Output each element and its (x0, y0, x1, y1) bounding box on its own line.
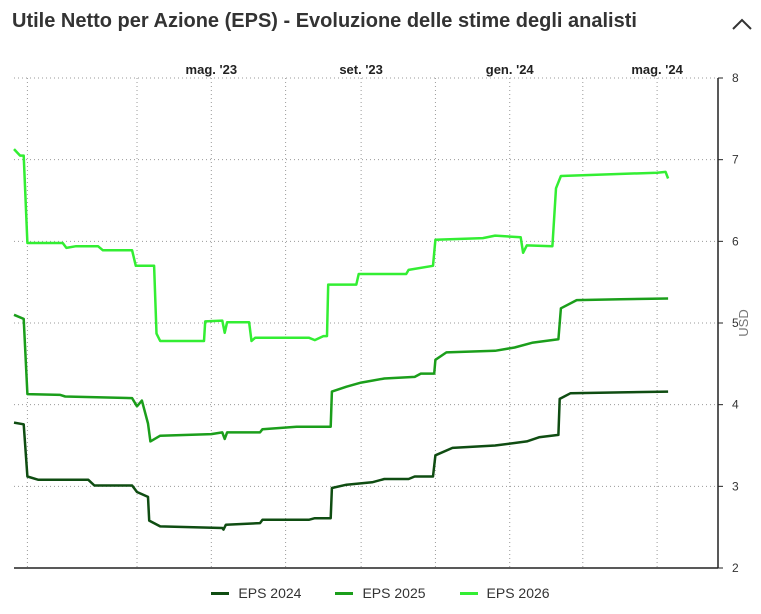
x-tick-label: set. '23 (339, 62, 383, 77)
x-tick-label: gen. '24 (486, 62, 535, 77)
eps-line-chart: 2 3 4 5 6 7 8 USD mag. '23 set. '23 gen. '24 mag. '… (13, 62, 751, 575)
legend-item[interactable]: EPS 2026 (459, 585, 550, 601)
y-tick-label: 5 (732, 316, 739, 330)
legend-label: EPS 2025 (362, 585, 426, 601)
series-line-eps-2025 (13, 297, 669, 443)
x-tick-label: mag. '23 (186, 62, 238, 77)
y-tick-label: 4 (732, 398, 739, 412)
legend-swatch (335, 591, 354, 595)
y-tick-label: 8 (732, 71, 739, 85)
legend-label: EPS 2026 (486, 585, 550, 601)
chart-legend: EPS 2024 EPS 2025 EPS 2026 (0, 585, 761, 601)
y-axis-label: USD (736, 309, 751, 336)
chart-title: Utile Netto per Azione (EPS) - Evoluzion… (12, 10, 637, 32)
legend-item[interactable]: EPS 2024 (211, 585, 301, 601)
x-tick-label: mag. '24 (631, 62, 683, 77)
series-line-eps-2024 (13, 390, 669, 531)
legend-swatch (211, 591, 230, 595)
series-line-eps-2026 (13, 148, 670, 343)
collapse-button[interactable] (728, 10, 756, 38)
legend-label: EPS 2024 (238, 585, 302, 601)
legend-swatch (459, 591, 478, 595)
chevron-up-icon (732, 18, 752, 30)
y-tick-label: 3 (732, 479, 739, 493)
y-tick-label: 7 (732, 153, 739, 167)
legend-item[interactable]: EPS 2025 (335, 585, 426, 601)
y-tick-label: 6 (732, 234, 739, 248)
y-tick-label: 2 (732, 561, 739, 575)
